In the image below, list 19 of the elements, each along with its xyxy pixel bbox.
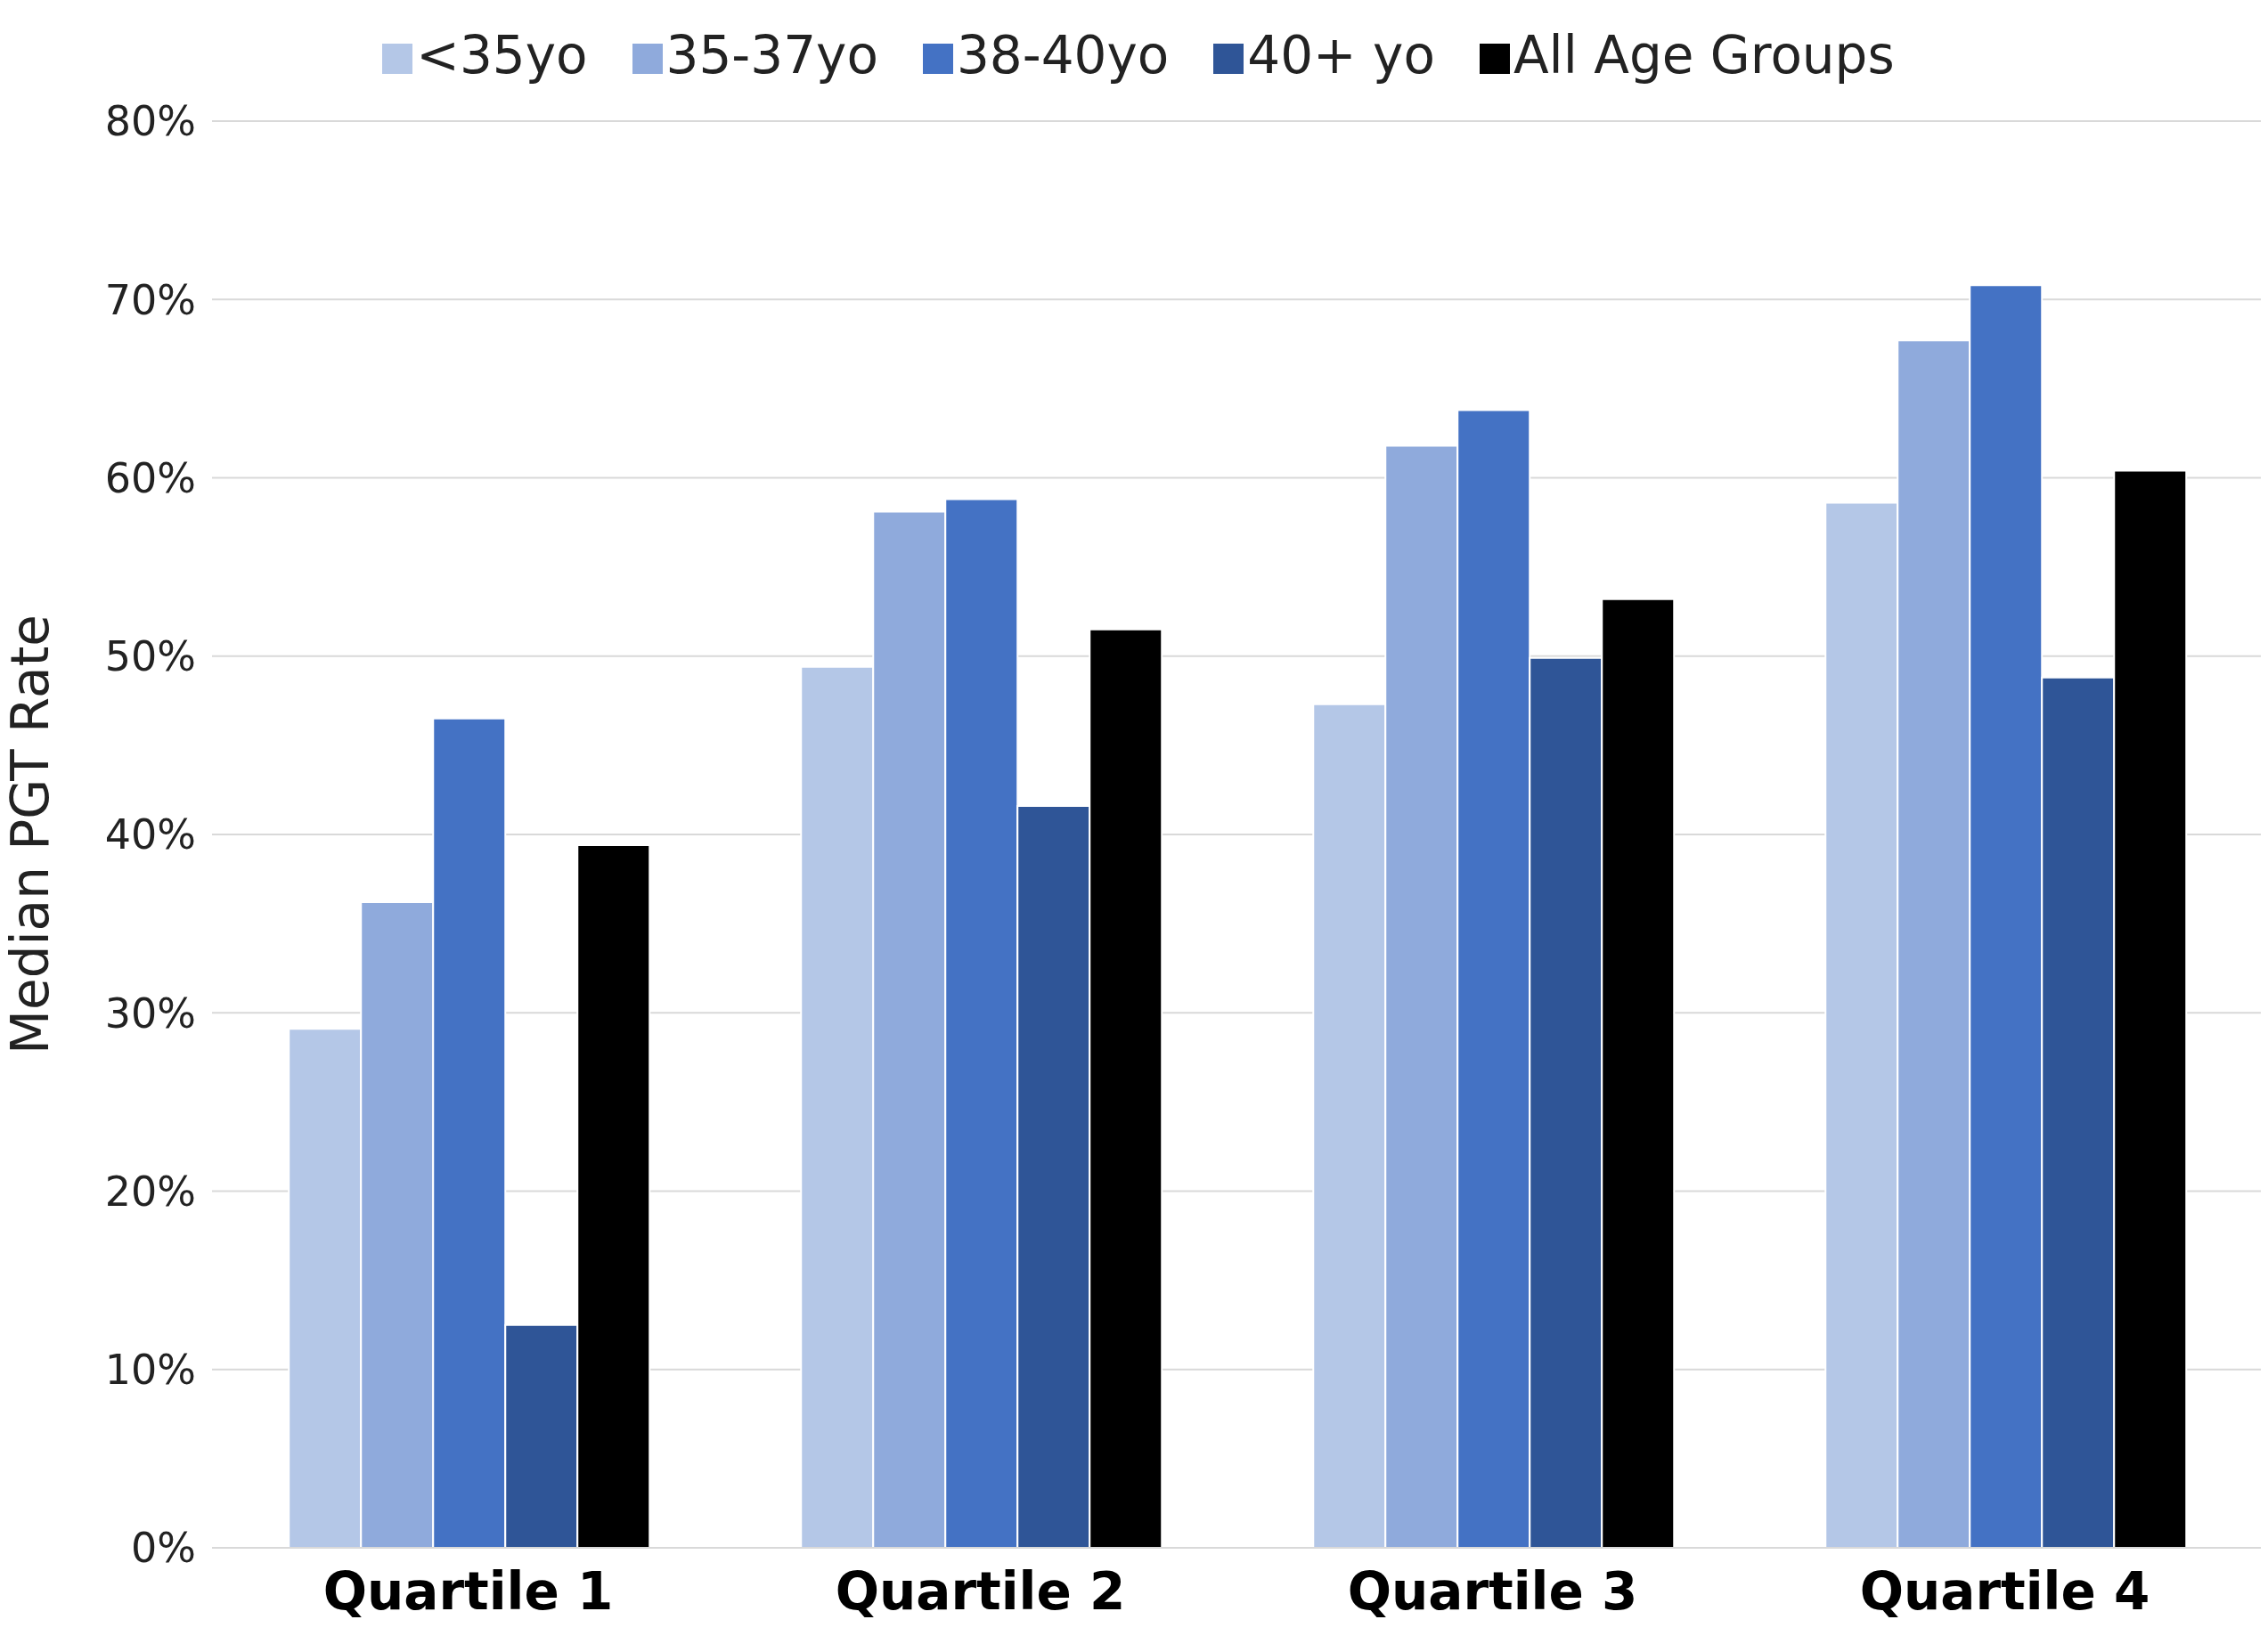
legend-label: 35-37yo [665,25,878,85]
legend-label: 40+ yo [1247,25,1435,85]
y-tick-label: 30% [104,989,196,1038]
y-tick-label: 10% [104,1346,196,1395]
y-tick-label: 70% [104,275,196,324]
legend-label: 38-40yo [956,25,1170,85]
x-tick-label: Quartile 3 [1347,1561,1638,1623]
y-tick-label: 60% [104,453,196,502]
y-tick-label: 50% [104,632,196,681]
y-tick-label: 40% [104,810,196,859]
legend-label: All Age Groups [1513,25,1895,85]
x-tick-label: Quartile 4 [1859,1561,2150,1623]
y-tick-label: 80% [104,97,196,146]
y-tick-label: 0% [131,1524,196,1573]
y-axis-title: Median PGT Rate [0,614,61,1055]
y-tick-label: 20% [104,1167,196,1216]
legend-label: <35yo [416,25,588,85]
x-tick-label: Quartile 1 [322,1561,614,1623]
x-tick-label: Quartile 2 [835,1561,1126,1623]
